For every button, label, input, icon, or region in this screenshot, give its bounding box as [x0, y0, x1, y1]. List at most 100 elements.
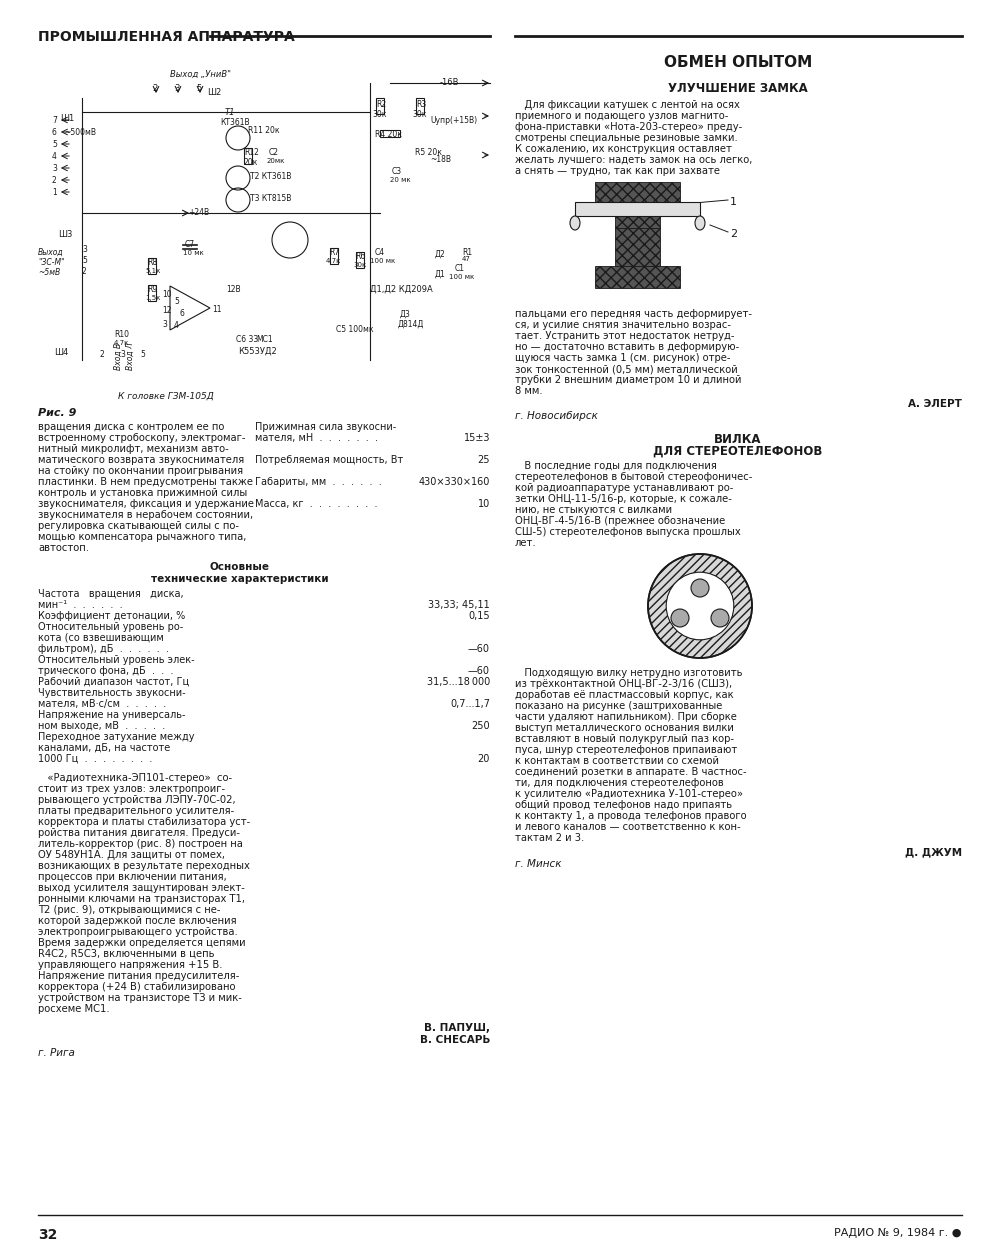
Text: 5: 5: [196, 84, 201, 93]
Text: 10 мк: 10 мк: [183, 250, 204, 255]
Text: ОУ 548УН1А. Для защиты от помех,: ОУ 548УН1А. Для защиты от помех,: [38, 850, 225, 860]
Text: 0,15: 0,15: [468, 611, 490, 621]
Text: технические характеристики: технические характеристики: [151, 573, 329, 583]
Text: R2: R2: [376, 100, 386, 109]
Text: Т2 (рис. 9), открывающимися с не-: Т2 (рис. 9), открывающимися с не-: [38, 905, 220, 915]
Bar: [595, 265, 680, 288]
Text: Потребляемая мощность, Вт: Потребляемая мощность, Вт: [255, 454, 403, 464]
Text: Габариты, мм  .  .  .  .  .  .: Габариты, мм . . . . . .: [255, 477, 382, 487]
Text: С4: С4: [375, 248, 385, 257]
Text: 2: 2: [82, 267, 87, 275]
Text: части удаляют напильником). При сборке: части удаляют напильником). При сборке: [515, 712, 737, 722]
Text: R12: R12: [244, 148, 259, 156]
Text: кой радиоаппаратуре устанавливают ро-: кой радиоаппаратуре устанавливают ро-: [515, 483, 733, 493]
Bar: [148, 285, 156, 300]
Text: R5 20к: R5 20к: [415, 148, 442, 156]
Text: ОБМЕН ОПЫТОМ: ОБМЕН ОПЫТОМ: [664, 55, 812, 70]
Text: 30к: 30к: [372, 110, 386, 119]
Text: фона-приставки «Нота-203-стерео» преду-: фона-приставки «Нота-203-стерео» преду-: [515, 121, 742, 131]
Text: 1: 1: [52, 188, 57, 197]
Text: Рис. 9: Рис. 9: [38, 408, 76, 418]
Text: соединений розетки в аппарате. В частнос-: соединений розетки в аппарате. В частнос…: [515, 767, 747, 777]
Ellipse shape: [570, 217, 580, 230]
Text: Основные: Основные: [210, 562, 270, 572]
Text: Переходное затухание между: Переходное затухание между: [38, 732, 194, 742]
Text: 31,5...18 000: 31,5...18 000: [427, 677, 490, 687]
Text: Коэффициент детонации, %: Коэффициент детонации, %: [38, 611, 185, 621]
Text: к усилителю «Радиотехника У-101-стерео»: к усилителю «Радиотехника У-101-стерео»: [515, 789, 743, 799]
Text: доработав её пластмассовый корпус, как: доработав её пластмассовый корпус, как: [515, 690, 734, 700]
Text: Частота   вращения   диска,: Частота вращения диска,: [38, 588, 184, 598]
Text: стереотелефонов в бытовой стереофоничес-: стереотелефонов в бытовой стереофоничес-: [515, 472, 752, 482]
Bar: [356, 252, 364, 268]
Text: трубки 2 внешним диаметром 10 и длиной: трубки 2 внешним диаметром 10 и длиной: [515, 376, 742, 386]
Text: 0,7...1,7: 0,7...1,7: [450, 699, 490, 709]
Text: 8 мм.: 8 мм.: [515, 386, 543, 396]
Text: К553УД2: К553УД2: [238, 347, 277, 356]
Text: 20: 20: [478, 754, 490, 764]
Text: 33,33; 45,11: 33,33; 45,11: [428, 600, 490, 610]
Text: 5: 5: [174, 297, 179, 305]
Text: С6 33: С6 33: [236, 336, 258, 344]
Text: щуюся часть замка 1 (см. рисунок) отре-: щуюся часть замка 1 (см. рисунок) отре-: [515, 353, 730, 363]
Text: С5 100мк: С5 100мк: [336, 326, 374, 334]
Text: а снять — трудно, так как при захвате: а снять — трудно, так как при захвате: [515, 167, 720, 177]
Text: управляющего напряжения +15 В.: управляющего напряжения +15 В.: [38, 960, 222, 970]
Text: Д1,Д2 КД209А: Д1,Д2 КД209А: [370, 285, 433, 294]
Text: Напряжение на универсаль-: Напряжение на универсаль-: [38, 710, 186, 720]
Text: 5: 5: [140, 351, 145, 359]
Text: к контактам в соответствии со схемой: к контактам в соответствии со схемой: [515, 756, 719, 766]
Text: Uупр(+15В): Uупр(+15В): [430, 116, 477, 125]
Bar: [330, 248, 338, 264]
Text: МС1: МС1: [256, 336, 273, 344]
Text: С3: С3: [392, 167, 402, 177]
Circle shape: [691, 578, 709, 597]
Text: R3: R3: [416, 100, 426, 109]
Text: 2: 2: [717, 613, 723, 623]
Text: автостоп.: автостоп.: [38, 543, 89, 553]
Text: УЛУЧШЕНИЕ ЗАМКА: УЛУЧШЕНИЕ ЗАМКА: [668, 81, 808, 95]
Text: R4C2, R5C3, включенными в цепь: R4C2, R5C3, включенными в цепь: [38, 949, 214, 959]
Text: пуса, шнур стереотелефонов припаивают: пуса, шнур стереотелефонов припаивают: [515, 745, 737, 755]
Text: R6: R6: [355, 252, 365, 260]
Text: Рабочий диапазон частот, Гц: Рабочий диапазон частот, Гц: [38, 677, 189, 687]
Text: росхеме МС1.: росхеме МС1.: [38, 1004, 110, 1014]
Text: общий провод телефонов надо припаять: общий провод телефонов надо припаять: [515, 800, 732, 810]
Text: С7: С7: [185, 240, 195, 249]
Text: Д1: Д1: [435, 270, 446, 279]
Text: каналами, дБ, на частоте: каналами, дБ, на частоте: [38, 742, 170, 752]
Text: Вход В: Вход В: [114, 343, 122, 371]
Text: показано на рисунке (заштрихованные: показано на рисунке (заштрихованные: [515, 701, 722, 711]
Text: которой задержкой после включения: которой задержкой после включения: [38, 916, 237, 926]
Text: 100 мк: 100 мк: [449, 274, 474, 280]
Text: процессов при включении питания,: процессов при включении питания,: [38, 871, 227, 881]
Text: и левого каналов — соответственно к кон-: и левого каналов — соответственно к кон-: [515, 823, 741, 833]
Text: электропроигрывающего устройства.: электропроигрывающего устройства.: [38, 926, 238, 936]
Text: фильтром), дБ  .  .  .  .  .  .: фильтром), дБ . . . . . .: [38, 644, 169, 654]
Text: ройства питания двигателя. Предуси-: ройства питания двигателя. Предуси-: [38, 828, 240, 838]
Text: T1: T1: [225, 108, 236, 116]
Text: 3: 3: [174, 84, 179, 93]
Bar: [595, 182, 680, 210]
Text: рывающего устройства ЛЭПУ-70С-02,: рывающего устройства ЛЭПУ-70С-02,: [38, 795, 236, 805]
Text: ~500мВ: ~500мВ: [64, 128, 96, 136]
Text: R7: R7: [329, 248, 339, 257]
Text: ронными ключами на транзисторах Т1,: ронными ключами на транзисторах Т1,: [38, 894, 245, 904]
Text: нитный микролифт, механизм авто-: нитный микролифт, механизм авто-: [38, 444, 229, 454]
Text: зок тонкостенной (0,5 мм) металлической: зок тонкостенной (0,5 мм) металлической: [515, 364, 738, 374]
Text: 10: 10: [162, 290, 172, 299]
Text: выступ металлического основания вилки: выступ металлического основания вилки: [515, 722, 734, 732]
Text: платы предварительного усилителя-: платы предварительного усилителя-: [38, 806, 234, 816]
Text: тает. Устранить этот недостаток нетруд-: тает. Устранить этот недостаток нетруд-: [515, 331, 734, 341]
Text: К сожалению, их конструкция оставляет: К сожалению, их конструкция оставляет: [515, 144, 732, 154]
Text: возникающих в результате переходных: возникающих в результате переходных: [38, 861, 250, 871]
Text: —60: —60: [468, 644, 490, 654]
Text: ПРОМЫШЛЕННАЯ АППАРАТУРА: ПРОМЫШЛЕННАЯ АППАРАТУРА: [38, 30, 295, 44]
Text: 20 мк: 20 мк: [390, 177, 411, 183]
Text: тактам 2 и 3.: тактам 2 и 3.: [515, 833, 584, 843]
Text: на стойку по окончании проигрывания: на стойку по окончании проигрывания: [38, 466, 243, 476]
Text: 12В: 12В: [226, 285, 241, 294]
Text: корректора (+24 В) стабилизировано: корректора (+24 В) стабилизировано: [38, 982, 236, 992]
Text: 4,7к: 4,7к: [114, 341, 129, 346]
Text: 3: 3: [162, 321, 167, 329]
